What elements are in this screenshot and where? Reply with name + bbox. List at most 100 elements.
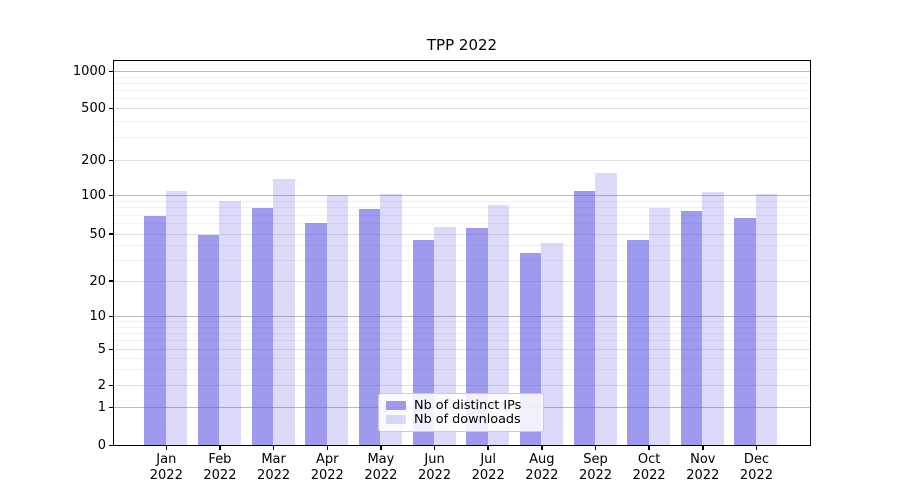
y-axis-tick-label-1000: 1000 bbox=[72, 64, 106, 79]
plot-area bbox=[113, 60, 811, 446]
x-tick-year-oct: 2022 bbox=[632, 467, 666, 483]
bar-downloads-jan bbox=[165, 190, 188, 445]
bar-downloads-jul bbox=[487, 205, 510, 445]
bar-downloads-oct bbox=[648, 208, 671, 445]
x-tick-month-oct: Oct bbox=[637, 452, 661, 467]
x-axis-tick-label-dec: Dec 2022 bbox=[724, 452, 788, 483]
x-tick-month-jan: Jan bbox=[156, 452, 177, 467]
bar-ips-feb bbox=[197, 234, 220, 445]
y-axis-tick-label-0: 0 bbox=[97, 438, 106, 453]
y-axis-tick-label-20: 20 bbox=[89, 273, 106, 289]
x-tick-year-jul: 2022 bbox=[471, 467, 505, 483]
x-tick-year-sep: 2022 bbox=[578, 467, 613, 483]
grid-line-minor-300 bbox=[114, 136, 810, 138]
x-tick-year-feb: 2022 bbox=[203, 467, 237, 483]
x-tick-month-nov: Nov bbox=[690, 452, 716, 467]
x-tick-year-may: 2022 bbox=[364, 467, 398, 483]
legend-item-distinct-ips: Nb of distinct IPs bbox=[386, 399, 535, 412]
x-axis-tick-label-feb: Feb 2022 bbox=[188, 452, 252, 483]
x-tick-mark-dec bbox=[755, 445, 758, 450]
x-tick-month-mar: Mar bbox=[261, 452, 286, 467]
y-tick-mark-100 bbox=[108, 194, 114, 197]
bar-downloads-dec bbox=[755, 194, 778, 445]
x-tick-mark-nov bbox=[702, 445, 704, 450]
grid-line-minor-9 bbox=[114, 321, 810, 323]
grid-line-minor-700 bbox=[114, 90, 810, 92]
bar-ips-jul bbox=[466, 228, 488, 445]
grid-line-mid-500 bbox=[114, 108, 810, 109]
grid-line-minor-800 bbox=[114, 82, 810, 84]
x-axis-tick-label-mar: Mar 2022 bbox=[242, 452, 306, 483]
bar-downloads-mar bbox=[273, 178, 295, 445]
x-tick-month-jun: Jun bbox=[424, 452, 445, 467]
x-tick-mark-may bbox=[380, 445, 382, 450]
x-tick-month-may: May bbox=[367, 452, 395, 467]
y-axis-tick-label-100: 100 bbox=[81, 188, 106, 203]
x-tick-month-apr: Apr bbox=[316, 452, 339, 467]
x-tick-mark-apr bbox=[326, 445, 328, 450]
y-axis-tick-label-50: 50 bbox=[89, 226, 106, 242]
x-axis-tick-label-sep: Sep 2022 bbox=[564, 452, 628, 483]
x-tick-month-feb: Feb bbox=[208, 452, 232, 467]
grid-line-minor-4 bbox=[114, 357, 810, 359]
x-tick-mark-jul bbox=[487, 445, 489, 450]
bar-downloads-nov bbox=[702, 192, 724, 445]
x-axis-tick-label-jan: Jan 2022 bbox=[134, 452, 198, 483]
x-tick-mark-sep bbox=[594, 445, 597, 450]
bar-ips-mar bbox=[251, 207, 274, 445]
grid-line-major-10 bbox=[114, 316, 810, 318]
grid-line-mid-200 bbox=[114, 160, 810, 161]
grid-line-minor-80 bbox=[114, 207, 810, 209]
bar-ips-oct bbox=[627, 239, 649, 445]
bar-ips-jan bbox=[144, 215, 166, 445]
grid-line-mid-20 bbox=[114, 280, 810, 282]
bar-ips-may bbox=[358, 209, 381, 445]
x-axis-tick-label-jul: Jul 2022 bbox=[456, 452, 520, 483]
y-axis-tick-label-500: 500 bbox=[81, 101, 106, 116]
bar-downloads-feb bbox=[219, 200, 241, 445]
x-axis-tick-label-may: May 2022 bbox=[349, 452, 413, 483]
grid-line-mid-50 bbox=[114, 233, 810, 235]
bar-downloads-apr bbox=[326, 195, 349, 445]
legend-item-downloads: Nb of downloads bbox=[386, 413, 535, 426]
y-axis-tick-label-200: 200 bbox=[81, 153, 106, 168]
x-tick-mark-oct bbox=[648, 445, 650, 450]
legend-swatch-downloads bbox=[386, 415, 406, 424]
x-axis-tick-label-apr: Apr 2022 bbox=[295, 452, 359, 483]
y-tick-mark-1000 bbox=[108, 70, 114, 73]
grid-line-minor-7 bbox=[114, 332, 810, 334]
grid-line-minor-40 bbox=[114, 244, 810, 246]
x-tick-mark-mar bbox=[272, 445, 275, 450]
x-axis-tick-label-nov: Nov 2022 bbox=[671, 452, 735, 483]
x-tick-mark-feb bbox=[219, 445, 221, 450]
bar-ips-apr bbox=[305, 222, 327, 445]
x-axis-tick-label-oct: Oct 2022 bbox=[617, 452, 681, 483]
x-axis-tick-label-jun: Jun 2022 bbox=[403, 452, 467, 483]
x-tick-year-jan: 2022 bbox=[149, 467, 183, 483]
x-tick-year-jun: 2022 bbox=[418, 467, 452, 483]
x-tick-year-apr: 2022 bbox=[310, 467, 344, 483]
grid-line-mid-2 bbox=[114, 384, 810, 386]
grid-line-major-100 bbox=[114, 195, 810, 196]
y-tick-mark-1 bbox=[108, 406, 114, 409]
x-tick-year-mar: 2022 bbox=[257, 467, 291, 483]
bar-downloads-may bbox=[380, 194, 402, 445]
x-tick-month-sep: Sep bbox=[583, 452, 608, 467]
x-tick-mark-jun bbox=[433, 445, 436, 450]
y-axis-tick-label-1: 1 bbox=[97, 400, 106, 416]
chart-title: TPP 2022 bbox=[426, 36, 498, 54]
y-axis-tick-label-10: 10 bbox=[89, 309, 106, 325]
y-tick-mark-200 bbox=[108, 159, 114, 162]
grid-line-major-1000 bbox=[114, 71, 810, 72]
grid-line-minor-6 bbox=[114, 340, 810, 342]
y-tick-mark-20 bbox=[108, 280, 114, 282]
grid-line-minor-30 bbox=[114, 259, 810, 261]
bar-downloads-jun bbox=[434, 227, 456, 445]
x-axis-tick-label-aug: Aug 2022 bbox=[510, 452, 574, 483]
y-tick-mark-0 bbox=[108, 444, 114, 447]
x-tick-month-dec: Dec bbox=[743, 452, 770, 467]
grid-line-minor-70 bbox=[114, 214, 810, 216]
bar-downloads-sep bbox=[595, 172, 617, 445]
legend-label-downloads: Nb of downloads bbox=[414, 412, 521, 427]
